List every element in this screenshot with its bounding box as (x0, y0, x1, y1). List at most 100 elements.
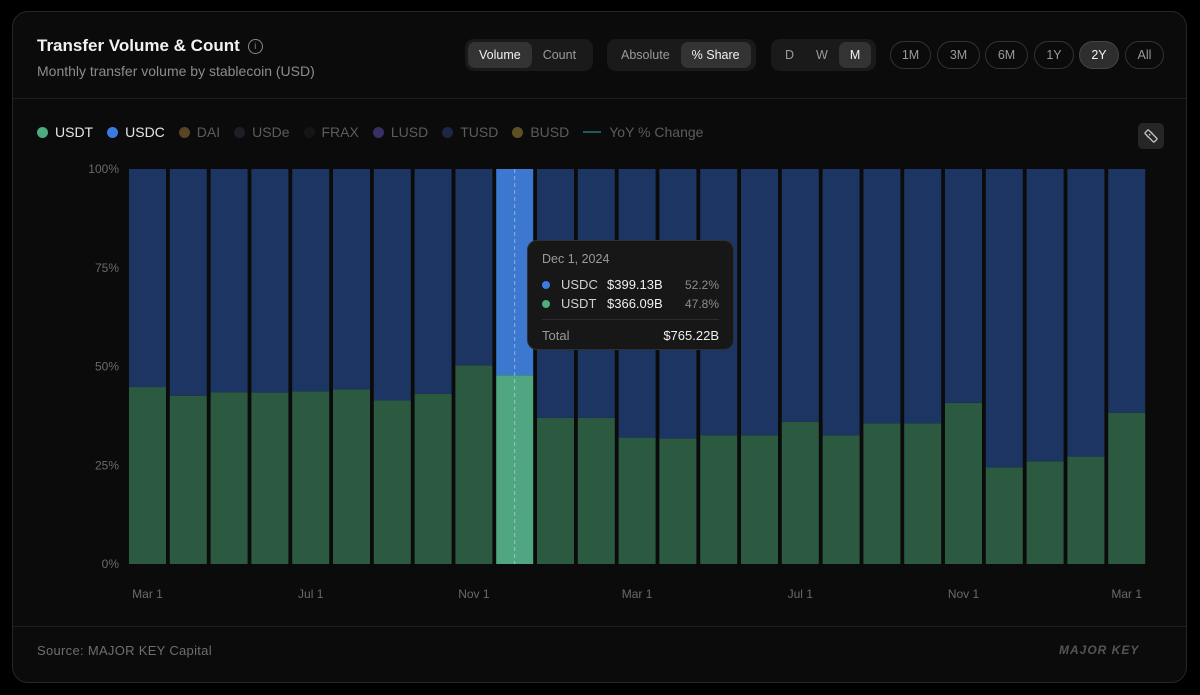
bar-usdt (496, 375, 534, 564)
bar-usdt (822, 435, 860, 564)
tooltip-usdt-value: $366.09B (607, 296, 663, 311)
legend-item-dai[interactable]: DAI (178, 124, 221, 140)
tooltip-total: Total $765.22B (542, 328, 719, 343)
bar-usdc (455, 169, 493, 366)
info-icon[interactable]: i (247, 39, 263, 54)
bar-usdt (577, 417, 615, 564)
legend-usdt-label: USDT (55, 124, 94, 140)
range-3m-button[interactable]: 3M (937, 41, 980, 69)
absolute-option[interactable]: Absolute (621, 48, 670, 62)
header-divider (13, 98, 1186, 99)
x-tick-label: Nov 1 (458, 587, 490, 601)
legend-item-usdc[interactable]: USDC (107, 124, 165, 140)
bar-usdc (210, 169, 248, 393)
bar-usdc (781, 169, 819, 422)
bar-usdc (333, 169, 370, 390)
bar-usdc (129, 169, 166, 388)
ruler-button[interactable] (1138, 123, 1164, 149)
range-1m-button[interactable]: 1M (890, 41, 931, 69)
legend-item-frax[interactable]: FRAX (303, 124, 359, 140)
bar-usdt (292, 391, 330, 564)
bar-usdt (700, 435, 738, 564)
legend-item-tusd[interactable]: TUSD (442, 124, 498, 140)
legend-usde-label: USDe (252, 124, 290, 140)
chart-title: Transfer Volume & Count i (37, 36, 263, 56)
legend-item-usdt[interactable]: USDT (37, 124, 93, 140)
tooltip-row-usdt: USDT $366.09B 47.8% (542, 294, 719, 313)
bar-usdt (781, 421, 819, 564)
tooltip-usdt-dot (542, 299, 550, 308)
share-option[interactable]: % Share (680, 42, 751, 68)
bar-usdt (1067, 456, 1105, 564)
legend-frax-label: FRAX (321, 124, 359, 140)
brand-logo: MAJOR KEY (1059, 643, 1140, 657)
bar-usdc (251, 169, 289, 393)
range-all-button[interactable]: All (1125, 41, 1164, 69)
legend-usdc-marker (107, 126, 119, 138)
y-tick-label: 50% (95, 360, 119, 374)
tooltip-usdc-value: $399.13B (607, 277, 663, 292)
bar-usdc (985, 169, 1023, 468)
tooltip-usdt-pct: 47.8% (684, 296, 719, 311)
bar-usdt (169, 395, 207, 564)
chart-tooltip: Dec 1, 2024 USDC $399.13B 52.2% USDT $36… (527, 240, 734, 350)
bar-usdc (1026, 169, 1064, 462)
bar-usdc (822, 169, 860, 436)
legend-busd-marker (512, 126, 524, 138)
tooltip-row-usdc: USDC $399.13B 52.2% (542, 275, 719, 294)
bar-usdt (210, 392, 248, 564)
tooltip-date: Dec 1, 2024 (542, 252, 610, 266)
legend-item-yoy[interactable]: YoY % Change (583, 124, 703, 140)
bar-usdt (985, 467, 1023, 564)
legend-dai-label: DAI (196, 124, 221, 140)
legend-yoy-marker (583, 131, 602, 133)
tooltip-usdc-dot (542, 280, 550, 289)
bar-usdt (945, 402, 982, 564)
bar-usdt (129, 387, 166, 564)
legend: USDT USDC DAI USDe FRAX LUSD TUSD BUSD Y… (37, 124, 717, 140)
granularity-toggle: D W M (771, 39, 876, 71)
legend-item-usde[interactable]: USDe (234, 124, 290, 140)
ruler-icon (1144, 129, 1158, 143)
bar-usdt (618, 437, 656, 564)
bar-usdt (414, 393, 452, 564)
volume-option[interactable]: Volume (468, 42, 532, 68)
bar-usdt (333, 389, 370, 564)
bar-usdc (945, 169, 982, 403)
source-note: Source: MAJOR KEY Capital (37, 643, 212, 658)
granularity-d-option[interactable]: D (785, 48, 795, 62)
x-tick-label: Mar 1 (622, 587, 653, 601)
legend-item-busd[interactable]: BUSD (512, 124, 569, 140)
x-tick-label: Jul 1 (298, 587, 324, 601)
bar-usdc (373, 169, 411, 401)
y-tick-label: 0% (102, 557, 120, 571)
y-tick-label: 25% (95, 458, 119, 472)
bar-usdc (414, 169, 452, 394)
range-6m-button[interactable]: 6M (985, 41, 1028, 69)
tooltip-separator (542, 319, 719, 320)
legend-lusd-label: LUSD (390, 124, 429, 140)
granularity-w-option[interactable]: W (816, 48, 828, 62)
chart-title-text: Transfer Volume & Count (37, 36, 240, 55)
bar-usdt (904, 423, 942, 564)
legend-dai-marker (178, 126, 190, 138)
legend-tusd-marker (442, 126, 454, 138)
range-2y-button[interactable]: 2Y (1079, 41, 1119, 69)
range-1y-button[interactable]: 1Y (1034, 41, 1074, 69)
y-tick-label: 100% (88, 162, 119, 176)
legend-usde-marker (234, 126, 246, 138)
legend-busd-label: BUSD (530, 124, 570, 140)
bar-usdc (863, 169, 901, 424)
legend-tusd-label: TUSD (460, 124, 499, 140)
count-option[interactable]: Count (542, 48, 577, 62)
bar-usdt (1026, 461, 1064, 564)
legend-lusd-marker (372, 126, 384, 138)
bar-usdc (741, 169, 778, 436)
tooltip-usdt-name: USDT (561, 296, 597, 311)
tooltip-usdc-name: USDC (561, 277, 598, 292)
bar-usdt (1108, 412, 1146, 564)
granularity-m-option[interactable]: M (838, 42, 872, 68)
bar-usdt (373, 400, 411, 564)
legend-item-lusd[interactable]: LUSD (372, 124, 429, 140)
